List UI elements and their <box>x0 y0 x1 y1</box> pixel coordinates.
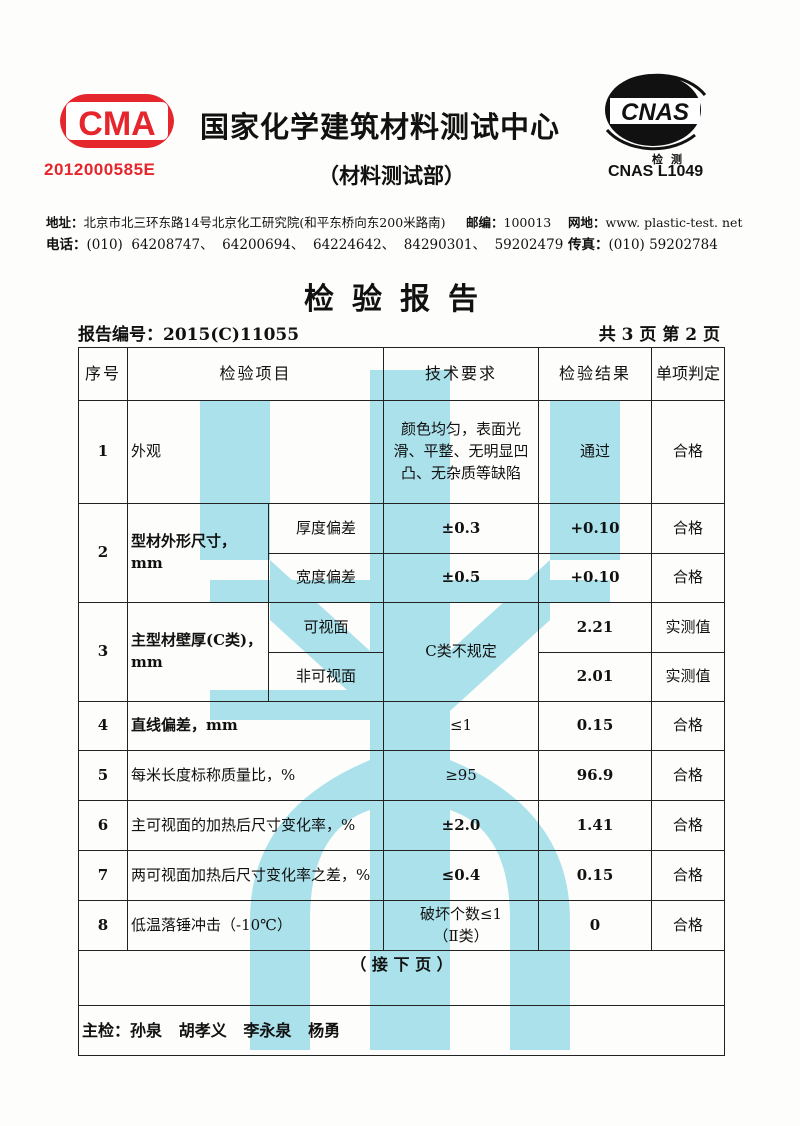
row-verdict: 合格 <box>651 553 726 603</box>
cnas-label: 检测 <box>652 153 690 166</box>
header-result: 检验结果 <box>538 347 653 401</box>
row-result: 2.01 <box>538 652 653 702</box>
row-verdict: 实测值 <box>651 602 726 653</box>
table-row: 6 主可视面的加热后尺寸变化率，% ±2.0 1.41 合格 <box>78 800 726 851</box>
table-row: 1 外观 颜色均匀，表面光滑、平整、无明显凹凸、无杂质等缺陷 通过 合格 <box>78 400 726 504</box>
page-indicator: 共 3 页 第 2 页 <box>598 325 720 345</box>
row-requirement: 破坏个数≤1（Ⅱ类） <box>383 900 540 951</box>
header-requirement: 技术要求 <box>383 347 540 401</box>
address: 北京市北三环东路14号北京化工研究院(和平东桥向东200米路南) <box>83 215 446 230</box>
postcode: 100013 <box>503 215 552 230</box>
row-subitem: 厚度偏差 <box>267 503 385 554</box>
organization-name: 国家化学建筑材料测试中心 <box>200 110 561 144</box>
row-requirement: ≤1 <box>383 701 540 751</box>
row-result: +0.10 <box>538 553 653 603</box>
row-requirement: 颜色均匀，表面光滑、平整、无明显凹凸、无杂质等缺陷 <box>383 400 540 504</box>
website: www. plastic-test. net <box>605 215 743 230</box>
row-result: 96.9 <box>538 750 653 801</box>
inspectors-row: 主检：孙泉 胡孝义 李永泉 杨勇 <box>77 1005 726 1056</box>
row-no: 7 <box>78 850 128 901</box>
fax: (010) 59202784 <box>608 237 718 253</box>
table-row: 7 两可视面加热后尺寸变化率之差，% ≤0.4 0.15 合格 <box>78 850 726 901</box>
row-verdict: 合格 <box>651 800 726 851</box>
header-item: 检验项目 <box>126 347 385 401</box>
row-verdict: 合格 <box>651 750 726 801</box>
website-line: 网地：www. plastic-test. net <box>568 212 742 231</box>
cnas-logo: CNAS <box>605 73 707 151</box>
row-item: 主型材壁厚(C类)，mm <box>127 602 269 702</box>
postcode-label: 邮编： <box>466 215 504 230</box>
row-requirement: ±0.3 <box>383 503 540 554</box>
row-result: 通过 <box>538 400 653 504</box>
postcode-line: 邮编：100013 <box>466 212 551 231</box>
row-result: 1.41 <box>538 800 653 851</box>
report-title: 检验报告 <box>304 282 496 317</box>
phones: (010) 64208747、 64200694、 64224642、 8429… <box>86 237 564 253</box>
table-row: 2 型材外形尺寸，mm 厚度偏差 ±0.3 +0.10 合格 <box>78 503 726 603</box>
row-verdict: 合格 <box>651 400 726 504</box>
row-subitem: 宽度偏差 <box>267 553 385 603</box>
table-row: 8 低温落锤冲击（-10℃） 破坏个数≤1（Ⅱ类） 0 合格 <box>78 900 726 951</box>
cma-logo: CMA <box>60 93 174 148</box>
row-result: 0 <box>538 900 653 951</box>
row-no: 3 <box>78 602 128 702</box>
row-result: 2.21 <box>538 602 653 653</box>
row-item: 主可视面的加热后尺寸变化率，% <box>126 800 385 851</box>
row-verdict: 实测值 <box>651 652 726 702</box>
row-requirement: ≤0.4 <box>383 850 540 901</box>
row-result: 0.15 <box>538 701 653 751</box>
table-row: 3 主型材壁厚(C类)，mm 可视面 C类不规定 2.21 实测值 <box>78 602 726 702</box>
row-no: 1 <box>78 400 128 504</box>
table-header-row: 序号 检验项目 技术要求 检验结果 单项判定 <box>78 347 726 401</box>
row-no: 8 <box>78 900 128 951</box>
row-item: 两可视面加热后尺寸变化率之差，% <box>126 850 385 901</box>
cnas-code: CNAS L1049 <box>608 163 704 180</box>
row-subitem: 非可视面 <box>267 652 385 702</box>
fax-line: 传真：(010) 59202784 <box>568 233 718 253</box>
address-line: 地址：北京市北三环东路14号北京化工研究院(和平东桥向东200米路南) <box>46 212 446 231</box>
row-verdict: 合格 <box>651 850 726 901</box>
row-verdict: 合格 <box>651 503 726 554</box>
table-row: 4 直线偏差，mm ≤1 0.15 合格 <box>78 701 726 751</box>
row-requirement: ±0.5 <box>383 553 540 603</box>
inspection-table: 序号 检验项目 技术要求 检验结果 单项判定 1 外观 颜色均匀，表面光滑、平整… <box>77 347 726 1056</box>
address-label: 地址： <box>46 215 84 230</box>
row-no: 6 <box>78 800 128 851</box>
cma-number: 2012000585E <box>44 160 156 179</box>
svg-text:CNAS: CNAS <box>621 99 689 126</box>
row-result: +0.10 <box>538 503 653 554</box>
continued-note: （ 接 下 页 ） <box>77 950 726 1006</box>
row-requirement: ≥95 <box>383 750 540 801</box>
row-result: 0.15 <box>538 850 653 901</box>
header-verdict: 单项判定 <box>651 347 726 401</box>
row-no: 5 <box>78 750 128 801</box>
phone-label: 电话： <box>46 237 87 253</box>
cma-logo-text: CMA <box>78 105 155 143</box>
row-verdict: 合格 <box>651 701 726 751</box>
row-item: 外观 <box>126 400 385 504</box>
table-row: 宽度偏差 ±0.5 +0.10 合格 <box>79 553 726 603</box>
continued-row: （ 接 下 页 ） <box>77 950 726 1006</box>
row-subitem: 可视面 <box>267 602 385 653</box>
report-number: 报告编号：2015(C)11055 <box>78 325 300 345</box>
fax-label: 传真： <box>568 237 609 253</box>
row-item: 直线偏差，mm <box>126 701 385 751</box>
row-item: 低温落锤冲击（-10℃） <box>126 900 385 951</box>
inspectors: 主检：孙泉 胡孝义 李永泉 杨勇 <box>77 1005 726 1056</box>
row-no: 4 <box>78 701 128 751</box>
row-requirement: ±2.0 <box>383 800 540 851</box>
row-no: 2 <box>78 503 128 603</box>
header-no: 序号 <box>78 347 128 401</box>
row-item: 型材外形尺寸，mm <box>127 503 269 603</box>
department-name: （材料测试部） <box>318 163 465 188</box>
row-verdict: 合格 <box>651 900 726 951</box>
row-item: 每米长度标称质量比，% <box>126 750 385 801</box>
row-requirement: C类不规定 <box>383 602 540 702</box>
table-row: 5 每米长度标称质量比，% ≥95 96.9 合格 <box>78 750 726 801</box>
website-label: 网地： <box>568 215 606 230</box>
phone-line: 电话：(010) 64208747、 64200694、 64224642、 8… <box>46 233 563 253</box>
